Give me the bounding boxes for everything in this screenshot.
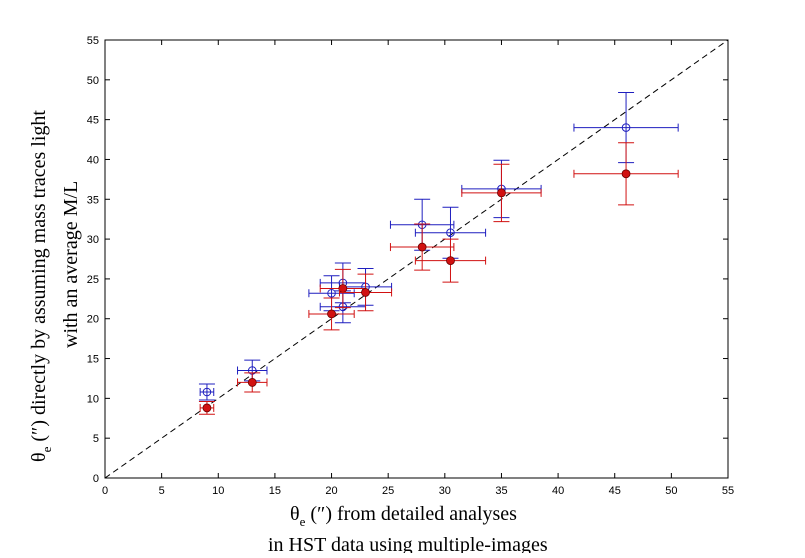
x-tick-label: 0 bbox=[102, 485, 108, 497]
x-tick-label: 45 bbox=[609, 485, 621, 497]
x-tick-label: 5 bbox=[159, 485, 165, 497]
x-axis-symbol: θ bbox=[290, 503, 300, 525]
data-point bbox=[417, 242, 427, 252]
y-axis-title-line2: with an average M/L bbox=[60, 181, 82, 348]
series-filled-red bbox=[198, 142, 679, 415]
y-axis-title-text: (″) directly by assuming mass traces lig… bbox=[28, 110, 50, 447]
x-tick-label: 55 bbox=[722, 485, 734, 497]
data-point bbox=[361, 288, 370, 297]
y-tick-label: 10 bbox=[87, 393, 99, 405]
x-axis-title-text: (″) from detailed analyses bbox=[305, 503, 517, 525]
x-tick-label: 30 bbox=[439, 485, 451, 497]
x-tick-label: 20 bbox=[325, 485, 337, 497]
y-axis-title-line1: θe (″) directly by assuming mass traces … bbox=[28, 110, 54, 462]
y-axis-subscript: e bbox=[39, 446, 54, 452]
y-tick-label: 50 bbox=[87, 75, 99, 87]
y-tick-label: 0 bbox=[93, 473, 99, 485]
data-point bbox=[338, 284, 348, 293]
x-tick-label: 40 bbox=[552, 485, 564, 497]
x-axis-ticks: 0 5 10 15 20 25 30 35 40 45 50 55 bbox=[102, 40, 734, 497]
data-point bbox=[327, 288, 336, 298]
data-point bbox=[327, 309, 336, 319]
y-tick-label: 20 bbox=[87, 314, 99, 326]
x-axis-subscript: e bbox=[300, 514, 306, 529]
y-tick-label: 25 bbox=[87, 274, 99, 286]
x-tick-label: 50 bbox=[665, 485, 677, 497]
x-tick-label: 35 bbox=[495, 485, 507, 497]
y-tick-label: 5 bbox=[93, 433, 99, 445]
y-tick-label: 15 bbox=[87, 354, 99, 366]
y-axis-ticks: 0 5 10 15 20 25 30 35 40 45 50 55 bbox=[87, 35, 728, 485]
data-point bbox=[621, 123, 631, 132]
data-point bbox=[247, 378, 257, 387]
x-tick-label: 15 bbox=[269, 485, 281, 497]
data-point bbox=[202, 403, 212, 413]
data-point bbox=[621, 169, 631, 179]
data-point bbox=[202, 387, 212, 397]
data-point bbox=[446, 228, 455, 238]
x-axis-title-line1: θe (″) from detailed analyses bbox=[290, 503, 517, 529]
data-point bbox=[497, 188, 506, 198]
y-tick-label: 35 bbox=[87, 194, 99, 206]
y-tick-label: 45 bbox=[87, 115, 99, 127]
data-point bbox=[446, 256, 455, 265]
series-layer bbox=[198, 92, 679, 415]
y-axis-symbol: θ bbox=[28, 452, 50, 462]
x-axis-title-line2: in HST data using multiple-images bbox=[268, 534, 548, 553]
x-tick-label: 10 bbox=[212, 485, 224, 497]
x-tick-label: 25 bbox=[382, 485, 394, 497]
y-tick-label: 30 bbox=[87, 234, 99, 246]
y-tick-label: 55 bbox=[87, 35, 99, 47]
reference-line-layer bbox=[104, 39, 729, 479]
reference-line bbox=[104, 39, 729, 479]
y-tick-label: 40 bbox=[87, 154, 99, 166]
